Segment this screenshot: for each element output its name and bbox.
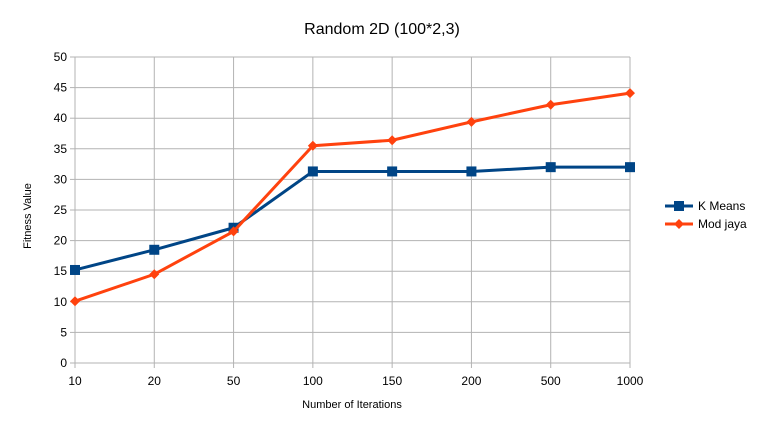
legend-label: K Means bbox=[698, 199, 745, 213]
y-tick-label: 15 bbox=[54, 264, 68, 278]
x-tick-label: 20 bbox=[148, 374, 162, 388]
x-tick-label: 10 bbox=[68, 374, 82, 388]
legend-label: Mod jaya bbox=[698, 217, 747, 231]
x-tick-label: 200 bbox=[461, 374, 481, 388]
data-point bbox=[466, 116, 477, 127]
x-tick-labels: 10 20 50 100 150 200 500 1000 bbox=[68, 374, 643, 388]
grid bbox=[70, 56, 631, 368]
y-tick-label: 40 bbox=[54, 111, 68, 125]
x-tick-label: 50 bbox=[227, 374, 241, 388]
legend-marker bbox=[674, 201, 684, 211]
x-tick-label: 150 bbox=[382, 374, 402, 388]
data-point bbox=[466, 166, 477, 177]
data-point bbox=[307, 140, 318, 151]
y-tick-labels: 0 5 10 15 20 25 30 35 40 45 50 bbox=[54, 50, 68, 370]
data-point bbox=[625, 88, 635, 99]
data-point bbox=[387, 166, 398, 177]
data-point bbox=[228, 226, 239, 237]
y-tick-label: 5 bbox=[60, 325, 67, 339]
legend-marker bbox=[674, 219, 684, 229]
y-tick-label: 35 bbox=[54, 142, 68, 156]
y-tick-label: 50 bbox=[54, 50, 68, 64]
data-point bbox=[149, 269, 160, 280]
data-point bbox=[387, 135, 398, 146]
data-point bbox=[70, 296, 80, 307]
legend: K Means Mod jaya bbox=[665, 199, 747, 231]
data-point bbox=[149, 244, 160, 255]
series-line-0 bbox=[74, 165, 630, 272]
x-tick-label: 100 bbox=[303, 374, 323, 388]
y-tick-label: 0 bbox=[60, 356, 67, 370]
x-tick-label: 1000 bbox=[617, 374, 644, 388]
y-tick-label: 20 bbox=[54, 234, 68, 248]
y-tick-label: 25 bbox=[54, 203, 68, 217]
y-tick-label: 45 bbox=[54, 81, 68, 95]
series-group bbox=[70, 88, 635, 307]
y-axis-label: Fitness Value bbox=[22, 183, 34, 249]
data-point bbox=[70, 264, 80, 275]
series-line-1 bbox=[74, 91, 631, 303]
chart-title: Random 2D (100*2,3) bbox=[304, 21, 460, 38]
x-axis-label: Number of Iterations bbox=[302, 399, 402, 411]
data-point bbox=[625, 162, 635, 173]
y-tick-label: 10 bbox=[54, 295, 68, 309]
x-tick-label: 500 bbox=[541, 374, 561, 388]
data-point bbox=[545, 99, 556, 110]
data-point bbox=[545, 162, 556, 173]
y-tick-label: 30 bbox=[54, 172, 68, 186]
data-point bbox=[307, 166, 318, 177]
